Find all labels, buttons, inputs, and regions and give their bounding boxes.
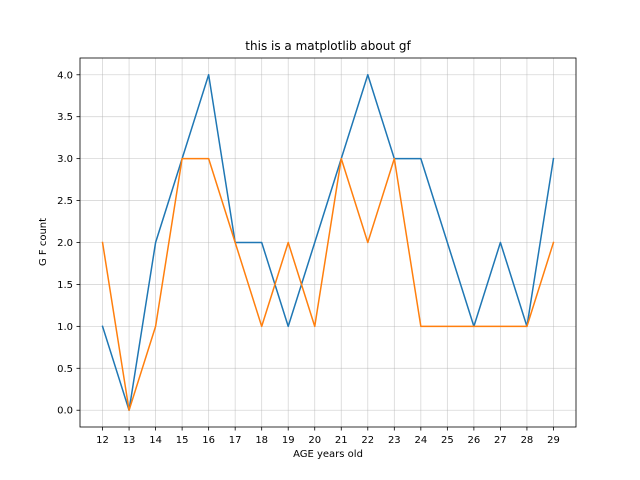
y-tick-label: 0.5 [57, 364, 73, 375]
x-axis-label: AGE years old [293, 449, 363, 460]
x-tick-label: 15 [176, 435, 189, 446]
x-tick-label: 16 [202, 435, 215, 446]
y-tick-label: 3.5 [57, 112, 73, 123]
x-axis-ticks: 12 13 14 15 16 17 18 19 20 21 22 23 24 25 26 27 28 29 [96, 427, 560, 446]
x-tick-label: 14 [149, 435, 162, 446]
x-tick-label: 12 [96, 435, 109, 446]
series-line-2 [101, 157, 555, 411]
series-line-1 [101, 74, 555, 411]
x-tick-label: 23 [388, 435, 401, 446]
x-tick-label: 24 [414, 435, 427, 446]
x-tick-label: 29 [547, 435, 560, 446]
y-axis-ticks: 0.0 0.5 1.0 1.5 2.0 2.5 3.0 3.5 4.0 [57, 70, 80, 417]
x-tick-label: 26 [468, 435, 481, 446]
y-tick-label: 0.0 [57, 406, 73, 417]
y-tick-label: 4.0 [57, 70, 73, 81]
x-tick-label: 13 [123, 435, 136, 446]
x-tick-label: 28 [521, 435, 534, 446]
x-tick-label: 20 [308, 435, 321, 446]
y-tick-label: 2.0 [57, 238, 73, 249]
y-tick-label: 1.0 [57, 322, 73, 333]
x-tick-label: 27 [494, 435, 507, 446]
x-tick-label: 17 [229, 435, 242, 446]
x-tick-label: 18 [255, 435, 268, 446]
y-tick-label: 3.0 [57, 154, 73, 165]
x-tick-label: 22 [361, 435, 374, 446]
y-tick-label: 1.5 [57, 280, 73, 291]
y-tick-label: 2.5 [57, 196, 73, 207]
x-tick-label: 21 [335, 435, 348, 446]
series-lines [101, 74, 555, 411]
x-tick-label: 19 [282, 435, 295, 446]
chart-title: this is a matplotlib about gf [245, 39, 411, 53]
y-axis-label: G F count [38, 218, 49, 266]
x-tick-label: 25 [441, 435, 454, 446]
